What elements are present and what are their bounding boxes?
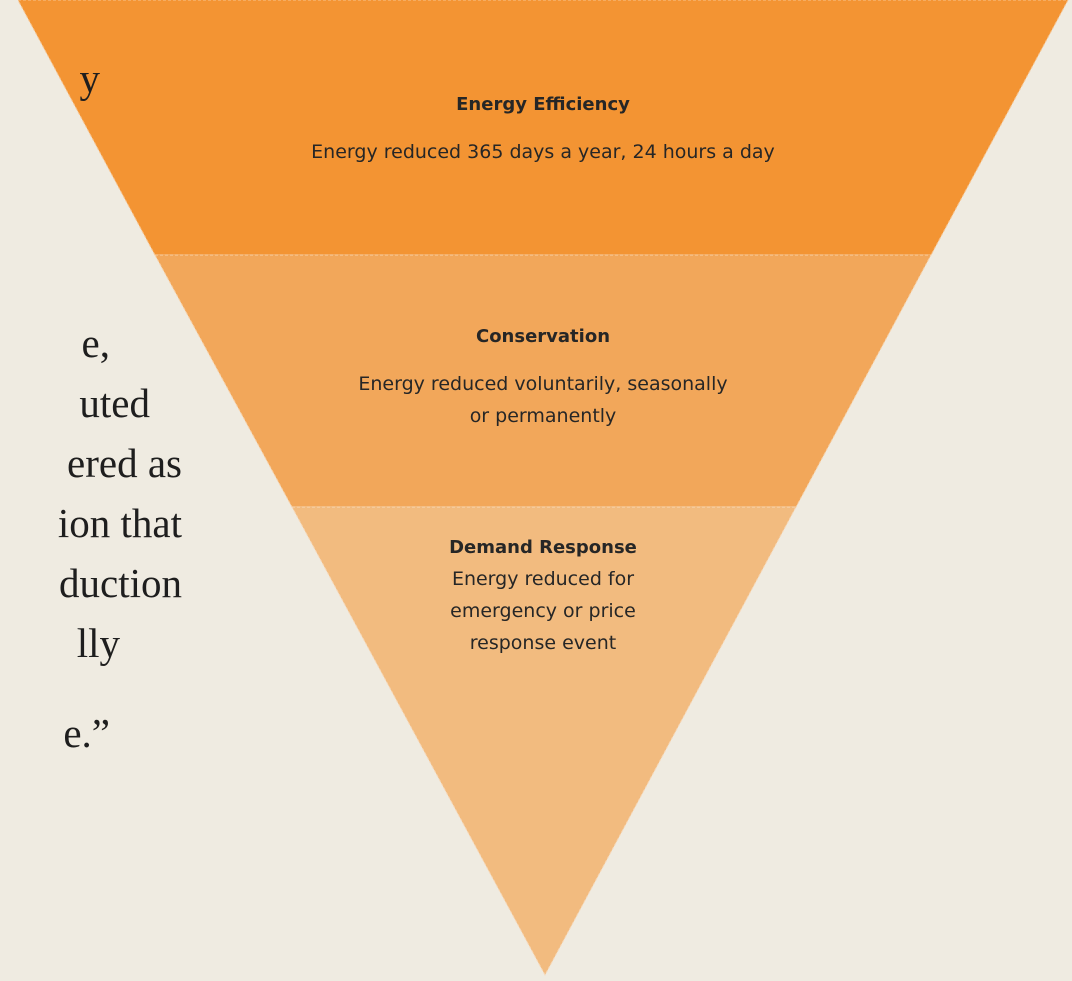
level-description: Energy reduced for bbox=[452, 568, 634, 590]
text-line: ered as bbox=[67, 440, 182, 486]
text-line: uted bbox=[79, 380, 150, 426]
text-line: e.” bbox=[63, 710, 110, 756]
text-line: ion that bbox=[58, 500, 183, 546]
level-description: Energy reduced voluntarily, seasonally bbox=[358, 373, 727, 395]
left-text: y e, uted ered as ion that duction lly e.” bbox=[58, 55, 183, 756]
level-top bbox=[17, 0, 1069, 256]
level-description: emergency or price bbox=[450, 600, 636, 622]
text-line: lly bbox=[77, 620, 121, 666]
level-description: or permanently bbox=[470, 405, 617, 427]
level-bottom bbox=[291, 506, 797, 977]
text-line: duction bbox=[59, 560, 182, 606]
text-line: e, bbox=[82, 320, 110, 366]
levels: Energy Efficiency Energy reduced 365 days… bbox=[311, 94, 775, 654]
level-title: Demand Response bbox=[449, 537, 637, 558]
text-line: y bbox=[80, 55, 101, 101]
level-description: Energy reduced 365 days a year, 24 hours… bbox=[311, 141, 775, 163]
level-title: Energy Efficiency bbox=[456, 94, 630, 115]
level-title: Conservation bbox=[476, 326, 610, 347]
level-description: response event bbox=[470, 632, 616, 654]
